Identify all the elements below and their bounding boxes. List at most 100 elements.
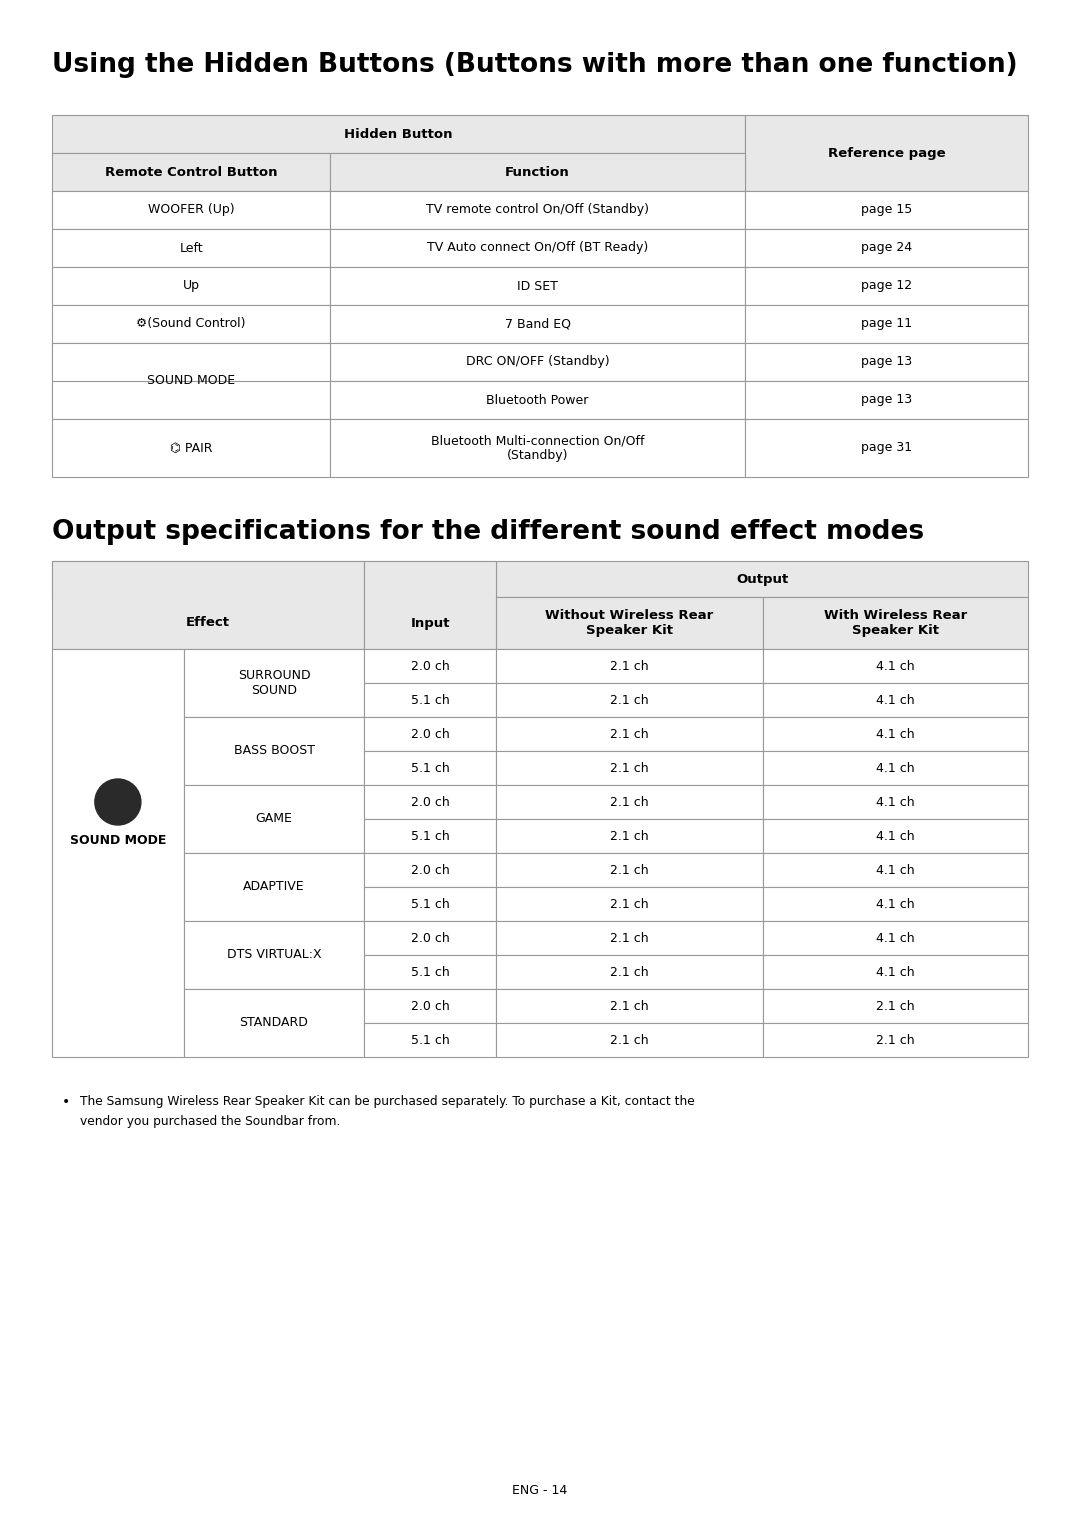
Text: 2.1 ch: 2.1 ch bbox=[610, 728, 649, 740]
Text: 2.1 ch: 2.1 ch bbox=[876, 1034, 915, 1046]
Bar bbox=[745, 267, 1028, 305]
Text: Effect: Effect bbox=[186, 616, 230, 630]
Text: page 13: page 13 bbox=[861, 394, 912, 406]
Bar bbox=[496, 1023, 762, 1057]
Bar bbox=[52, 267, 330, 305]
Bar bbox=[330, 267, 745, 305]
Text: 4.1 ch: 4.1 ch bbox=[876, 898, 915, 910]
Bar bbox=[496, 751, 762, 784]
Bar bbox=[496, 784, 762, 820]
Bar bbox=[496, 717, 762, 751]
Text: 2.1 ch: 2.1 ch bbox=[610, 965, 649, 979]
Text: 7 Band EQ: 7 Band EQ bbox=[504, 317, 570, 331]
Text: 5.1 ch: 5.1 ch bbox=[410, 761, 449, 775]
Bar bbox=[184, 650, 364, 717]
Text: 4.1 ch: 4.1 ch bbox=[876, 864, 915, 876]
Bar bbox=[762, 1023, 1028, 1057]
Text: •: • bbox=[62, 1095, 70, 1109]
Bar bbox=[762, 784, 1028, 820]
Bar bbox=[496, 683, 762, 717]
Bar bbox=[52, 115, 745, 153]
Text: 2.1 ch: 2.1 ch bbox=[610, 694, 649, 706]
Text: ⚙(Sound Control): ⚙(Sound Control) bbox=[136, 317, 246, 331]
Bar bbox=[364, 717, 496, 751]
Bar bbox=[762, 887, 1028, 921]
Text: 4.1 ch: 4.1 ch bbox=[876, 931, 915, 945]
Bar bbox=[496, 561, 1028, 597]
Text: 2.0 ch: 2.0 ch bbox=[410, 728, 449, 740]
Text: ENG - 14: ENG - 14 bbox=[512, 1483, 568, 1497]
Bar bbox=[330, 381, 745, 418]
Bar bbox=[184, 921, 364, 990]
Text: Using the Hidden Buttons (Buttons with more than one function): Using the Hidden Buttons (Buttons with m… bbox=[52, 52, 1017, 78]
Text: ADAPTIVE: ADAPTIVE bbox=[243, 881, 305, 893]
Bar bbox=[52, 343, 330, 418]
Text: 2.0 ch: 2.0 ch bbox=[410, 659, 449, 673]
Text: 2.0 ch: 2.0 ch bbox=[410, 999, 449, 1013]
Text: Bluetooth Power: Bluetooth Power bbox=[486, 394, 589, 406]
Text: Hidden Button: Hidden Button bbox=[345, 127, 453, 141]
Bar bbox=[364, 954, 496, 990]
Bar bbox=[364, 853, 496, 887]
Text: ID SET: ID SET bbox=[517, 279, 558, 293]
Text: SOUND
MODE: SOUND MODE bbox=[102, 792, 135, 812]
Bar bbox=[496, 954, 762, 990]
Bar bbox=[52, 650, 184, 1057]
Text: Reference page: Reference page bbox=[827, 147, 945, 159]
Bar bbox=[762, 683, 1028, 717]
Bar bbox=[496, 921, 762, 954]
Bar bbox=[330, 418, 745, 476]
Text: Remote Control Button: Remote Control Button bbox=[105, 165, 278, 179]
Text: Input: Input bbox=[410, 616, 450, 630]
Text: 4.1 ch: 4.1 ch bbox=[876, 761, 915, 775]
Text: 2.1 ch: 2.1 ch bbox=[610, 761, 649, 775]
Bar bbox=[52, 192, 330, 228]
Bar bbox=[52, 561, 496, 597]
Text: 2.0 ch: 2.0 ch bbox=[410, 795, 449, 809]
Text: 2.1 ch: 2.1 ch bbox=[610, 795, 649, 809]
Bar bbox=[762, 921, 1028, 954]
Bar bbox=[496, 990, 762, 1023]
Text: Left: Left bbox=[179, 242, 203, 254]
Bar bbox=[364, 921, 496, 954]
Bar bbox=[762, 650, 1028, 683]
Text: 2.1 ch: 2.1 ch bbox=[610, 898, 649, 910]
Bar bbox=[762, 990, 1028, 1023]
Text: GAME: GAME bbox=[256, 812, 293, 826]
Text: DTS VIRTUAL:X: DTS VIRTUAL:X bbox=[227, 948, 322, 962]
Bar bbox=[364, 561, 496, 650]
Bar bbox=[364, 784, 496, 820]
Text: 2.1 ch: 2.1 ch bbox=[610, 829, 649, 843]
Text: ⌬ PAIR: ⌬ PAIR bbox=[170, 441, 213, 455]
Bar bbox=[330, 192, 745, 228]
Bar bbox=[52, 343, 330, 381]
Bar bbox=[184, 717, 364, 784]
Bar bbox=[330, 343, 745, 381]
Bar bbox=[745, 381, 1028, 418]
Bar bbox=[184, 853, 364, 921]
Text: The Samsung Wireless Rear Speaker Kit can be purchased separately. To purchase a: The Samsung Wireless Rear Speaker Kit ca… bbox=[80, 1095, 694, 1108]
Text: 2.1 ch: 2.1 ch bbox=[610, 999, 649, 1013]
Bar bbox=[52, 305, 330, 343]
Bar bbox=[762, 853, 1028, 887]
Text: page 24: page 24 bbox=[861, 242, 912, 254]
Bar bbox=[364, 820, 496, 853]
Text: 2.1 ch: 2.1 ch bbox=[610, 931, 649, 945]
Text: page 15: page 15 bbox=[861, 204, 913, 216]
Bar bbox=[364, 1023, 496, 1057]
Text: STANDARD: STANDARD bbox=[240, 1017, 309, 1030]
Text: page 31: page 31 bbox=[861, 441, 912, 455]
Text: Bluetooth Multi-connection On/Off
(Standby): Bluetooth Multi-connection On/Off (Stand… bbox=[431, 434, 645, 463]
Text: SURROUND
SOUND: SURROUND SOUND bbox=[238, 669, 310, 697]
Text: 2.1 ch: 2.1 ch bbox=[610, 864, 649, 876]
Text: 2.1 ch: 2.1 ch bbox=[610, 1034, 649, 1046]
Text: 5.1 ch: 5.1 ch bbox=[410, 898, 449, 910]
Bar bbox=[52, 561, 364, 650]
Text: 4.1 ch: 4.1 ch bbox=[876, 728, 915, 740]
Text: page 11: page 11 bbox=[861, 317, 912, 331]
Bar bbox=[364, 650, 496, 683]
Text: Up: Up bbox=[183, 279, 200, 293]
Bar bbox=[330, 153, 745, 192]
Bar bbox=[762, 751, 1028, 784]
Bar bbox=[762, 820, 1028, 853]
